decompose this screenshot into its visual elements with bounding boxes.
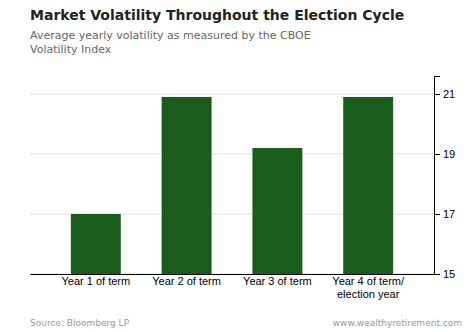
text-line: Year 4 of term/ [332, 275, 405, 287]
tick: Year 2 of term [152, 274, 221, 287]
x-axis: Year 1 of term Year 2 of term Year 3 of te… [31, 274, 435, 300]
tick-label: 21 [443, 88, 455, 100]
tick-mark [434, 94, 440, 95]
tick: Year 1 of term [61, 274, 130, 287]
text-line: Year 3 of term [243, 275, 312, 287]
bar [162, 97, 212, 274]
tick: Year 4 of term/election year [332, 274, 405, 300]
tick-label: Year 4 of term/election year [332, 275, 405, 300]
tick-label: 15 [443, 268, 455, 280]
annotation: Source: Bloomberg LP [30, 318, 130, 328]
title: Market Volatility Throughout the Electio… [30, 7, 404, 23]
bar [71, 214, 121, 274]
tick: 21 [434, 88, 455, 100]
tick-label: Year 2 of term [152, 275, 221, 287]
tick: 17 [434, 208, 455, 220]
tick: 15 [434, 268, 455, 280]
subtitle: Average yearly volatility as measured by… [30, 29, 311, 56]
y-axis: 15 17 19 21 [434, 77, 455, 281]
tick-label: 19 [443, 148, 455, 160]
tick: Year 3 of term [243, 274, 312, 287]
plot: 15171921Year 1 of termYear 2 of termYear… [30, 77, 455, 332]
tick-label: Year 3 of term [243, 275, 312, 287]
bar [252, 148, 302, 274]
bar [343, 97, 393, 274]
chart: Market Volatility Throughout the Electio… [0, 0, 474, 332]
tick-mark [434, 274, 440, 275]
bars [71, 97, 393, 274]
annotation: www.wealthyretirement.com [333, 318, 462, 328]
grid-line [30, 94, 434, 95]
tick-mark [434, 154, 440, 155]
tick: 19 [434, 148, 455, 160]
text-line: Year 1 of term [61, 275, 130, 287]
tick-label: Year 1 of term [61, 275, 130, 287]
text-line: Average yearly volatility as measured by… [30, 29, 311, 42]
text-line: Volatility Index [30, 43, 112, 56]
text-line: Year 2 of term [152, 275, 221, 287]
tick-label: 17 [443, 208, 455, 220]
tick-mark [434, 214, 440, 215]
text-line: election year [337, 288, 400, 300]
axis-line [435, 77, 441, 275]
